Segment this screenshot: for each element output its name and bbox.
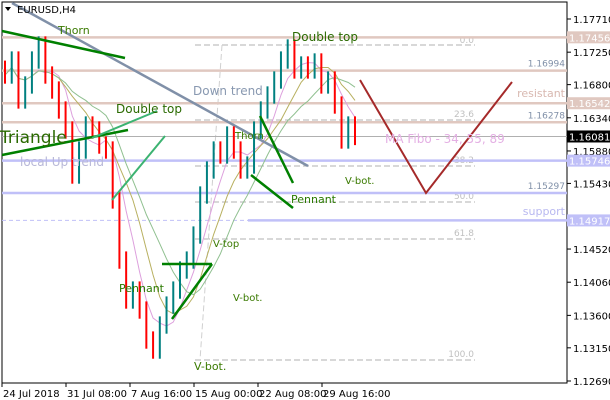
symbol-title: EURUSD,H4 [17,5,76,16]
y-tick-label: 1.17710 [573,15,610,26]
label-resistant: resistant [517,87,566,100]
forecast-v-line[interactable] [359,79,513,195]
label-v-bot: V-bot. [345,176,374,187]
y-tick-label: 1.15880 [573,147,610,158]
up-trend-line[interactable] [111,135,166,201]
fibo-baseline [199,44,223,361]
label-pennant: Pennant [119,282,165,295]
y-tick-label: 1.17250 [573,48,610,59]
down-trend-line[interactable] [11,1,309,168]
y-tick-label: 1.16340 [573,114,610,125]
label-v-bot: V-bot. [194,360,226,373]
x-tick-label: 29 Aug 16:00 [323,389,390,400]
pennant-right-line-1[interactable] [258,115,295,184]
label-double-top: Double top [292,30,358,44]
ma-legend-label: MA Fibo - 34, 55, 89 [385,132,505,146]
label-v-bot: V-bot. [233,293,262,304]
triangle-line[interactable] [1,128,129,157]
x-tick-label: 7 Aug 16:00 [131,389,192,400]
y-tick-label: 1.14060 [573,278,610,289]
label-down-trend: Down trend [193,84,263,98]
y-tick-label: 1.15430 [573,179,610,190]
x-tick-label: 31 Jul 08:00 [67,389,127,400]
level-price-label: 1.16278 [528,111,565,121]
y-tick-label: 1.13150 [573,344,610,355]
level-price-tag [567,154,610,167]
level-price-label: 1.15297 [528,182,565,192]
fibo-label: 0.0 [460,36,475,46]
y-tick-label: 1.16800 [573,81,610,92]
level-price-tag-label: 1.16542 [569,99,610,110]
level-price-tag-label: 1.15746 [569,157,610,168]
current-price-label: 1.16081 [569,132,610,143]
level-price-tag [567,214,610,227]
level-price-label: 1.16994 [528,60,565,70]
label-triangle: Triangle [0,128,67,148]
pattern-lines[interactable] [1,29,295,320]
fibo-label: 61.8 [454,229,474,239]
double-top-lines[interactable] [91,110,166,201]
y-tick-label: 1.14520 [573,245,610,256]
y-tick-label: 1.12690 [573,377,610,388]
pennant-right-line-2[interactable] [250,174,294,209]
label-pennant: Pennant [291,193,337,206]
level-price-tag [567,31,610,44]
pennant-bottom-line[interactable] [170,263,214,320]
label-support: support [523,205,566,218]
double-top-line[interactable] [91,110,158,139]
label-double-top: Double top [116,102,182,116]
level-price-tag-label: 1.17456 [569,33,610,44]
label-local-up-trend: local Up trend [20,155,104,169]
x-tick-label: 24 Jul 2018 [3,389,60,400]
label-thorn: Thorn [234,131,264,142]
fibo-retracement[interactable] [195,44,475,361]
x-tick-label: 15 Aug 00:00 [195,389,262,400]
level-price-tag-label: 1.14917 [569,216,610,227]
x-tick-label: 22 Aug 08:00 [259,389,326,400]
label-thorn: Thorn [57,24,90,37]
label-v-top: V-top [213,239,239,250]
fibo-label: 50.0 [454,192,474,202]
fibo-label: 100.0 [448,350,474,360]
fibo-label: 23.6 [454,110,474,120]
current-price-tag [567,130,610,143]
y-tick-label: 1.13600 [573,311,610,322]
level-price-tag [567,97,610,110]
triangle-down-icon[interactable] [5,7,11,11]
thorn-line[interactable] [1,29,126,60]
